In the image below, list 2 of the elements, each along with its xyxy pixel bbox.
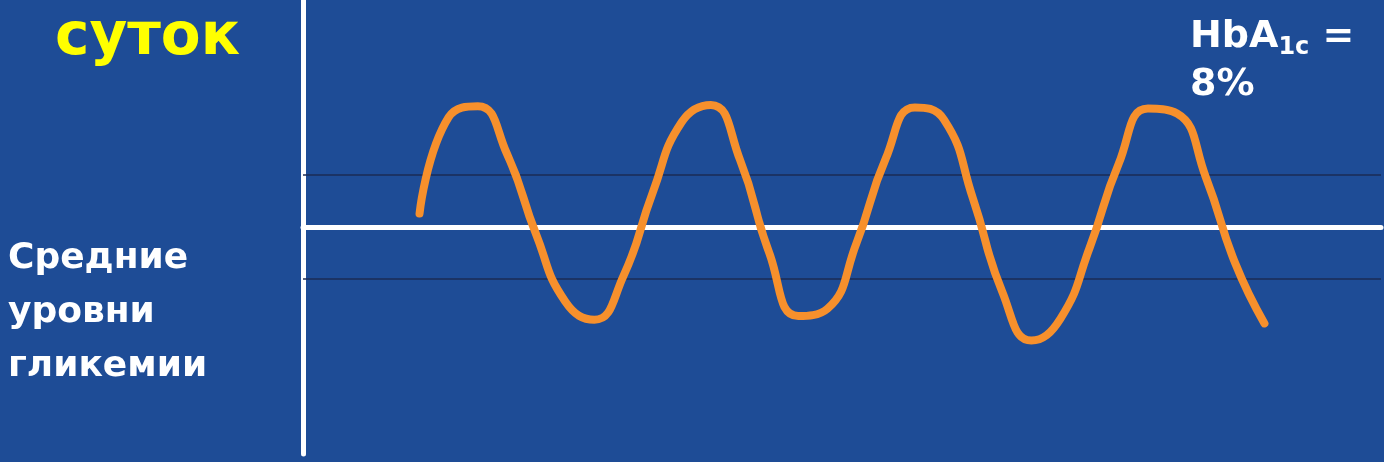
chart-title: суток	[55, 0, 241, 68]
y-axis-title: Средние уровни гликемии	[8, 234, 208, 384]
